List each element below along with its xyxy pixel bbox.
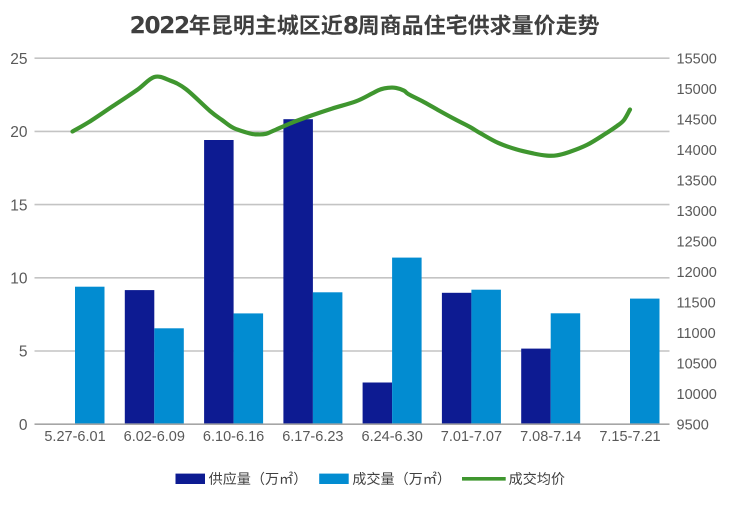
- svg-text:6.02-6.09: 6.02-6.09: [124, 429, 185, 445]
- svg-text:10: 10: [10, 271, 28, 288]
- svg-text:11000: 11000: [677, 326, 716, 342]
- svg-text:12500: 12500: [677, 235, 717, 251]
- svg-text:20: 20: [10, 124, 28, 141]
- svg-text:10500: 10500: [677, 357, 717, 373]
- svg-text:6.10-6.16: 6.10-6.16: [203, 429, 264, 445]
- svg-text:14000: 14000: [677, 143, 717, 159]
- svg-text:6.17-6.23: 6.17-6.23: [282, 429, 343, 445]
- svg-text:7.01-7.07: 7.01-7.07: [441, 429, 502, 445]
- svg-text:7.15-7.21: 7.15-7.21: [599, 429, 660, 445]
- svg-text:10000: 10000: [677, 387, 717, 403]
- svg-text:15: 15: [10, 197, 27, 214]
- svg-text:0: 0: [19, 417, 28, 434]
- svg-text:25: 25: [10, 51, 27, 68]
- svg-text:15500: 15500: [677, 52, 717, 68]
- svg-text:13500: 13500: [677, 174, 717, 190]
- svg-text:6.24-6.30: 6.24-6.30: [362, 429, 423, 445]
- svg-text:13000: 13000: [677, 204, 717, 220]
- svg-text:5: 5: [19, 344, 28, 361]
- svg-text:14500: 14500: [677, 113, 717, 129]
- svg-text:12000: 12000: [677, 265, 717, 281]
- svg-text:5.27-6.01: 5.27-6.01: [44, 429, 105, 445]
- svg-text:7.08-7.14: 7.08-7.14: [520, 429, 581, 445]
- svg-text:9500: 9500: [677, 418, 709, 434]
- svg-text:15000: 15000: [677, 82, 717, 98]
- svg-text:11500: 11500: [677, 296, 716, 312]
